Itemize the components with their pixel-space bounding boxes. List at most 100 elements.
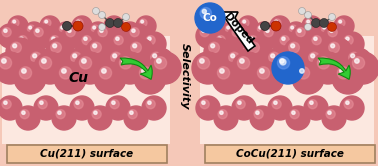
- Circle shape: [197, 57, 209, 69]
- Circle shape: [332, 62, 364, 94]
- Circle shape: [36, 29, 39, 32]
- Circle shape: [86, 38, 114, 66]
- Circle shape: [34, 28, 43, 37]
- Circle shape: [270, 16, 290, 36]
- Circle shape: [126, 38, 154, 66]
- Circle shape: [125, 26, 128, 29]
- Circle shape: [324, 38, 352, 66]
- FancyBboxPatch shape: [205, 145, 375, 163]
- Circle shape: [289, 42, 299, 53]
- Circle shape: [104, 16, 124, 36]
- Circle shape: [206, 16, 226, 36]
- Circle shape: [88, 106, 112, 130]
- Circle shape: [347, 52, 378, 84]
- Circle shape: [56, 110, 65, 119]
- Circle shape: [244, 32, 268, 56]
- Circle shape: [250, 106, 274, 130]
- Circle shape: [311, 54, 314, 58]
- Circle shape: [19, 67, 32, 79]
- Circle shape: [200, 28, 209, 37]
- Circle shape: [153, 54, 156, 58]
- Circle shape: [302, 16, 322, 36]
- Circle shape: [271, 21, 281, 31]
- Circle shape: [269, 52, 279, 63]
- Circle shape: [242, 19, 249, 27]
- Circle shape: [217, 67, 229, 79]
- Circle shape: [11, 19, 19, 27]
- Circle shape: [102, 69, 106, 73]
- Circle shape: [330, 29, 333, 32]
- Circle shape: [62, 22, 71, 31]
- Circle shape: [192, 52, 224, 84]
- Circle shape: [240, 59, 244, 63]
- Circle shape: [18, 36, 27, 45]
- Circle shape: [45, 20, 48, 23]
- Circle shape: [46, 32, 70, 56]
- Circle shape: [202, 9, 206, 13]
- Circle shape: [148, 101, 151, 104]
- Circle shape: [14, 62, 46, 94]
- Circle shape: [94, 111, 97, 114]
- Circle shape: [305, 24, 311, 31]
- Circle shape: [232, 96, 256, 120]
- Circle shape: [259, 26, 262, 29]
- Circle shape: [123, 25, 131, 33]
- Circle shape: [222, 22, 242, 42]
- Circle shape: [112, 101, 115, 104]
- Circle shape: [304, 96, 328, 120]
- Circle shape: [149, 52, 181, 84]
- Circle shape: [91, 42, 101, 53]
- Circle shape: [52, 37, 55, 40]
- Circle shape: [238, 101, 241, 104]
- Circle shape: [70, 96, 94, 120]
- Circle shape: [4, 101, 7, 104]
- Circle shape: [277, 57, 290, 69]
- Circle shape: [304, 48, 332, 76]
- Circle shape: [33, 54, 37, 58]
- Circle shape: [148, 37, 151, 40]
- Circle shape: [8, 16, 28, 36]
- Circle shape: [204, 38, 232, 66]
- Circle shape: [113, 18, 122, 28]
- Circle shape: [78, 32, 102, 56]
- Text: Cu: Cu: [68, 71, 88, 85]
- Circle shape: [61, 26, 64, 29]
- Circle shape: [106, 48, 134, 76]
- Circle shape: [40, 101, 43, 104]
- Circle shape: [2, 59, 6, 63]
- Text: Co: Co: [203, 13, 217, 23]
- Circle shape: [42, 59, 46, 63]
- Circle shape: [94, 24, 118, 48]
- Circle shape: [111, 52, 121, 63]
- Circle shape: [116, 37, 119, 40]
- Circle shape: [272, 100, 281, 109]
- Circle shape: [196, 24, 220, 48]
- Circle shape: [244, 38, 272, 66]
- Circle shape: [11, 42, 22, 53]
- Circle shape: [31, 52, 42, 63]
- Circle shape: [109, 20, 112, 23]
- Circle shape: [155, 57, 167, 69]
- Circle shape: [84, 37, 87, 40]
- Circle shape: [58, 111, 61, 114]
- Circle shape: [134, 62, 166, 94]
- Circle shape: [72, 16, 92, 36]
- Circle shape: [142, 69, 146, 73]
- Circle shape: [2, 28, 11, 37]
- Circle shape: [136, 16, 156, 36]
- Circle shape: [133, 44, 136, 48]
- Circle shape: [68, 29, 71, 32]
- Circle shape: [88, 22, 108, 42]
- Circle shape: [200, 7, 212, 19]
- Circle shape: [292, 111, 295, 114]
- Circle shape: [318, 22, 338, 42]
- Circle shape: [321, 25, 329, 33]
- Circle shape: [75, 19, 83, 27]
- Circle shape: [132, 29, 135, 32]
- Circle shape: [254, 22, 274, 42]
- Circle shape: [93, 7, 99, 14]
- Circle shape: [216, 36, 225, 45]
- Circle shape: [268, 96, 292, 120]
- Circle shape: [352, 57, 365, 69]
- Circle shape: [93, 26, 96, 29]
